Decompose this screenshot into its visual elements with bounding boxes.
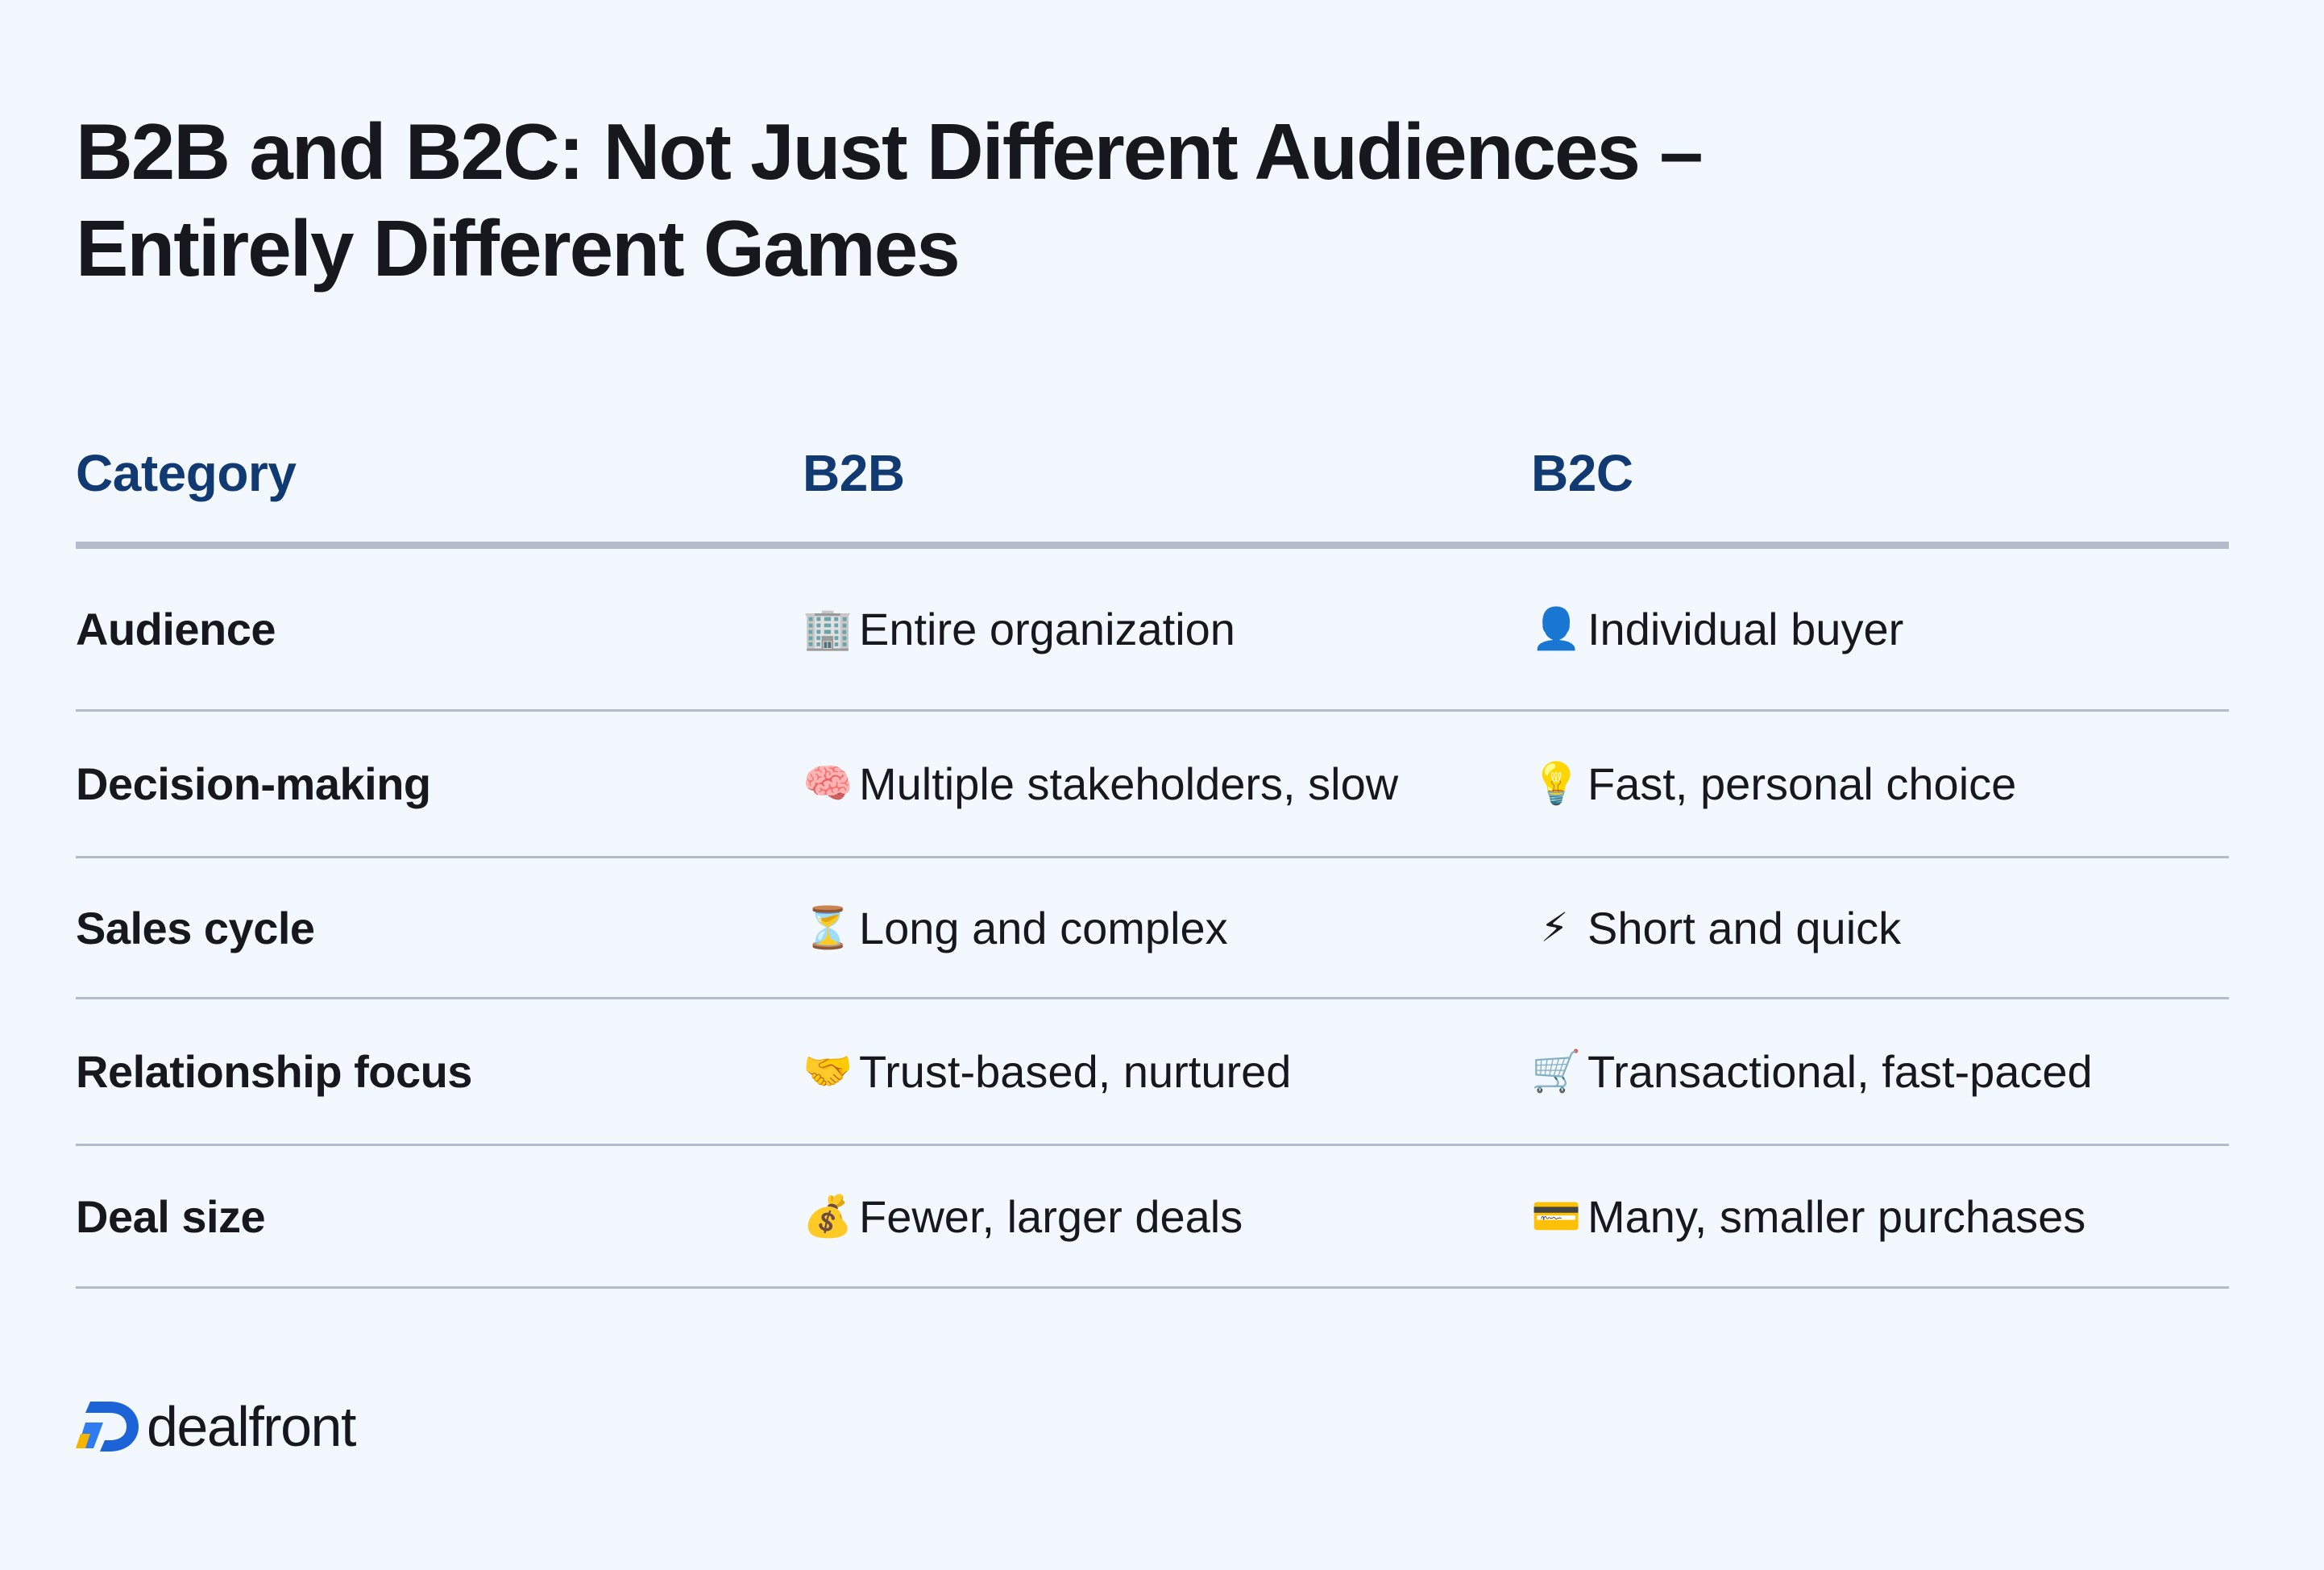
hourglass-icon: ⏳ [803,903,853,951]
b2c-cell: ⚡ Short and quick [1531,858,1901,997]
dealfront-mark-icon [76,1402,139,1452]
shopping-cart-icon: 🛒 [1531,1048,1582,1094]
category-cell: Deal size [76,1190,266,1242]
b2c-text: Fast, personal choice [1587,758,2017,809]
b2c-text: Individual buyer [1587,604,1904,654]
b2c-cell: 💡 Fast, personal choice [1531,712,2016,856]
money-bag-icon: 💰 [803,1192,853,1240]
header-b2c: B2C [1531,444,1633,502]
b2b-text: Multiple stakeholders, slow [859,758,1399,809]
b2b-text: Trust-based, nurtured [859,1046,1292,1097]
dealfront-logo: dealfront [76,1394,356,1459]
b2b-text: Entire organization [859,604,1235,654]
page-title: B2B and B2C: Not Just Different Audience… [76,103,1849,297]
logo-wordmark: dealfront [147,1395,356,1458]
lightning-icon: ⚡ [1540,904,1569,951]
table-row: Relationship focus 🤝 Trust-based, nurtur… [76,999,2229,1146]
b2c-cell: 👤 Individual buyer [1531,549,1903,709]
b2c-text: Short and quick [1587,902,1902,953]
handshake-icon: 🤝 [803,1048,853,1094]
comparison-table: Category B2B B2C Audience 🏢 Entire organ… [76,419,2229,1289]
table-row: Decision-making 🧠 Multiple stakeholders,… [76,712,2229,858]
b2c-text: Many, smaller purchases [1587,1190,2086,1242]
table-header-row: Category B2B B2C [76,419,2229,549]
table-row: Audience 🏢 Entire organization 👤 Individ… [76,549,2229,712]
b2b-cell: 🧠 Multiple stakeholders, slow [803,712,1398,856]
table-row: Sales cycle ⏳ Long and complex ⚡ Short a… [76,858,2229,999]
brain-icon: 🧠 [803,760,853,807]
b2b-text: Long and complex [859,902,1228,953]
category-cell: Relationship focus [76,1046,472,1097]
b2b-cell: 🤝 Trust-based, nurtured [803,999,1291,1144]
title-line-1: B2B and B2C: Not Just Different Audience… [76,107,1704,196]
b2c-text: Transactional, fast-paced [1587,1046,2093,1097]
b2c-cell: 🛒 Transactional, fast-paced [1531,999,2093,1144]
title-line-2: Entirely Different Games [76,204,961,293]
header-category: Category [76,444,297,502]
header-b2b: B2B [803,444,905,502]
b2b-text: Fewer, larger deals [859,1190,1243,1242]
b2b-cell: ⏳ Long and complex [803,858,1228,997]
credit-card-icon: 💳 [1531,1192,1582,1240]
category-cell: Sales cycle [76,902,315,953]
person-icon: 👤 [1531,605,1582,652]
category-cell: Decision-making [76,758,431,809]
table-row: Deal size 💰 Fewer, larger deals 💳 Many, … [76,1146,2229,1289]
office-building-icon: 🏢 [803,605,853,652]
lightbulb-icon: 💡 [1531,760,1582,807]
b2c-cell: 💳 Many, smaller purchases [1531,1146,2085,1286]
b2b-cell: 🏢 Entire organization [803,549,1235,709]
b2b-cell: 💰 Fewer, larger deals [803,1146,1243,1286]
category-cell: Audience [76,604,276,654]
